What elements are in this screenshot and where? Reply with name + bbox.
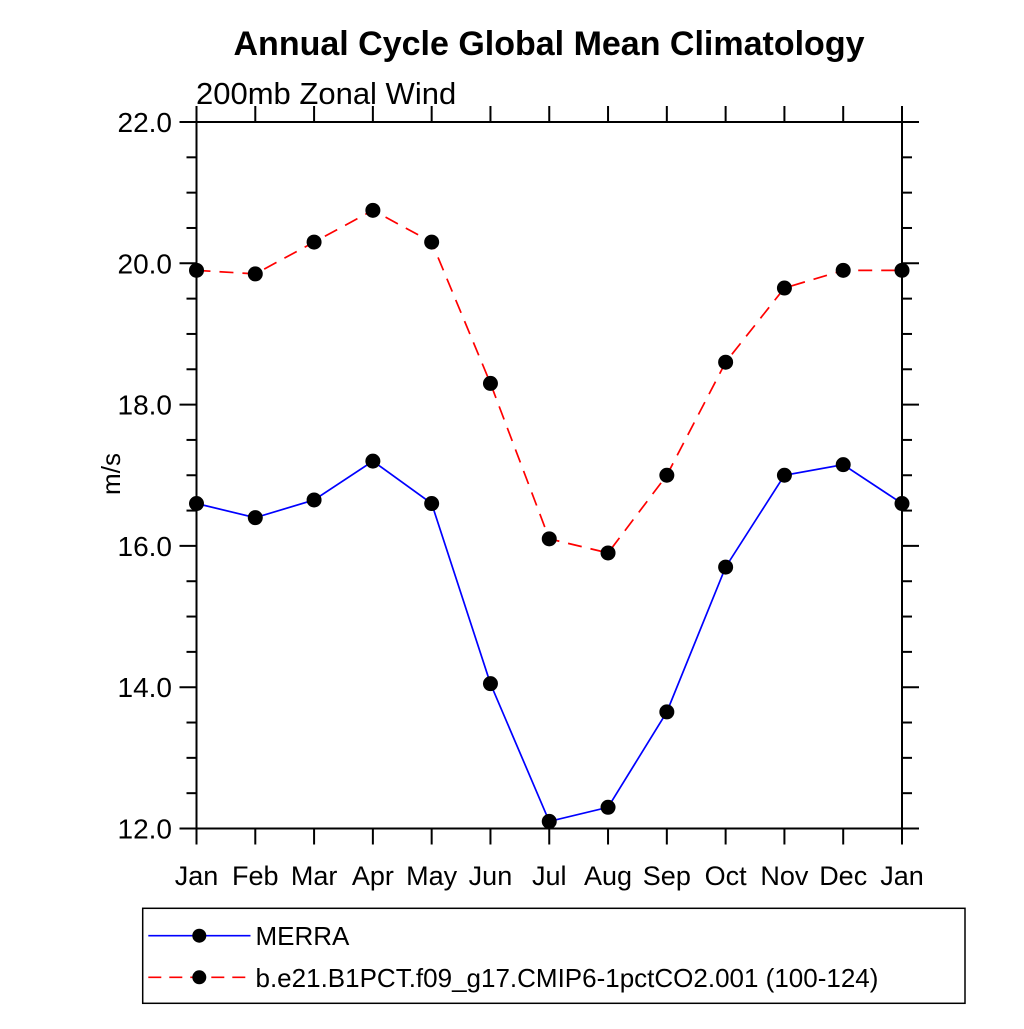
axis-ticks	[179, 106, 919, 845]
x-tick-label: Aug	[584, 861, 632, 891]
legend-marker	[192, 970, 207, 985]
series-marker-0	[541, 813, 557, 829]
series-marker-0	[776, 467, 792, 483]
series-marker-1	[835, 262, 851, 278]
series-marker-1	[306, 234, 322, 250]
x-tick-label: Jun	[469, 861, 513, 891]
series-marker-0	[718, 559, 734, 575]
series-marker-1	[718, 354, 734, 370]
x-tick-label: Nov	[760, 861, 809, 891]
x-tick-labels: Jan Feb Mar Apr May Jun Jul Aug Sep Oct Nov Dec Jan	[175, 861, 924, 891]
series-marker-1	[189, 262, 204, 278]
legend-marker	[192, 928, 207, 943]
x-tick-label: Jan	[175, 861, 219, 891]
series-marker-0	[894, 496, 910, 512]
legend-label: MERRA	[256, 921, 351, 951]
series-marker-1	[894, 262, 910, 278]
legend-label: b.e21.B1PCT.f09_g17.CMIP6-1pctCO2.001 (1…	[256, 963, 879, 993]
y-tick-label: 14.0	[118, 672, 173, 703]
series-marker-0	[600, 799, 616, 815]
series-marker-1	[600, 545, 616, 561]
series-line-1	[196, 209, 902, 554]
series-marker-0	[189, 496, 204, 512]
series-marker-1	[365, 202, 381, 218]
series-line-0	[196, 460, 903, 823]
x-tick-label: Mar	[291, 861, 338, 891]
data-series	[189, 202, 910, 829]
x-tick-label: May	[406, 861, 458, 891]
series-marker-1	[776, 280, 792, 296]
series-marker-0	[659, 704, 675, 720]
series-marker-1	[247, 266, 263, 282]
x-tick-label: Sep	[643, 861, 691, 891]
legend-box	[141, 907, 966, 1005]
y-tick-label: 16.0	[118, 531, 173, 562]
x-tick-label: Apr	[352, 861, 394, 891]
series-marker-0	[835, 457, 851, 473]
series-marker-1	[482, 375, 498, 391]
series-marker-0	[247, 510, 263, 526]
series-marker-1	[659, 467, 675, 483]
x-tick-label: Feb	[232, 861, 279, 891]
x-tick-label: Oct	[705, 861, 748, 891]
axis-box	[195, 121, 903, 830]
series-marker-0	[306, 492, 322, 508]
y-tick-label: 22.0	[118, 107, 173, 138]
series-marker-0	[482, 676, 498, 692]
series-marker-0	[365, 453, 381, 469]
chart-title: Annual Cycle Global Mean Climatology	[234, 25, 865, 63]
series-marker-1	[541, 531, 557, 547]
y-tick-label: 12.0	[118, 814, 173, 845]
y-axis-label: m/s	[96, 453, 126, 495]
y-tick-labels: 12.0 14.0 16.0 18.0 20.0 22.0	[118, 107, 173, 845]
y-tick-label: 20.0	[118, 248, 173, 279]
x-tick-label: Dec	[819, 861, 867, 891]
y-tick-label: 18.0	[118, 390, 173, 421]
chart-legend: MERRA b.e21.B1PCT.f09_g17.CMIP6-1pctCO2.0…	[141, 907, 966, 1005]
x-tick-label: Jan	[880, 861, 924, 891]
series-marker-1	[424, 234, 440, 250]
chart-subtitle: 200mb Zonal Wind	[196, 76, 456, 111]
x-tick-label: Jul	[532, 861, 567, 891]
plot-border	[195, 121, 903, 830]
series-marker-0	[424, 496, 440, 512]
